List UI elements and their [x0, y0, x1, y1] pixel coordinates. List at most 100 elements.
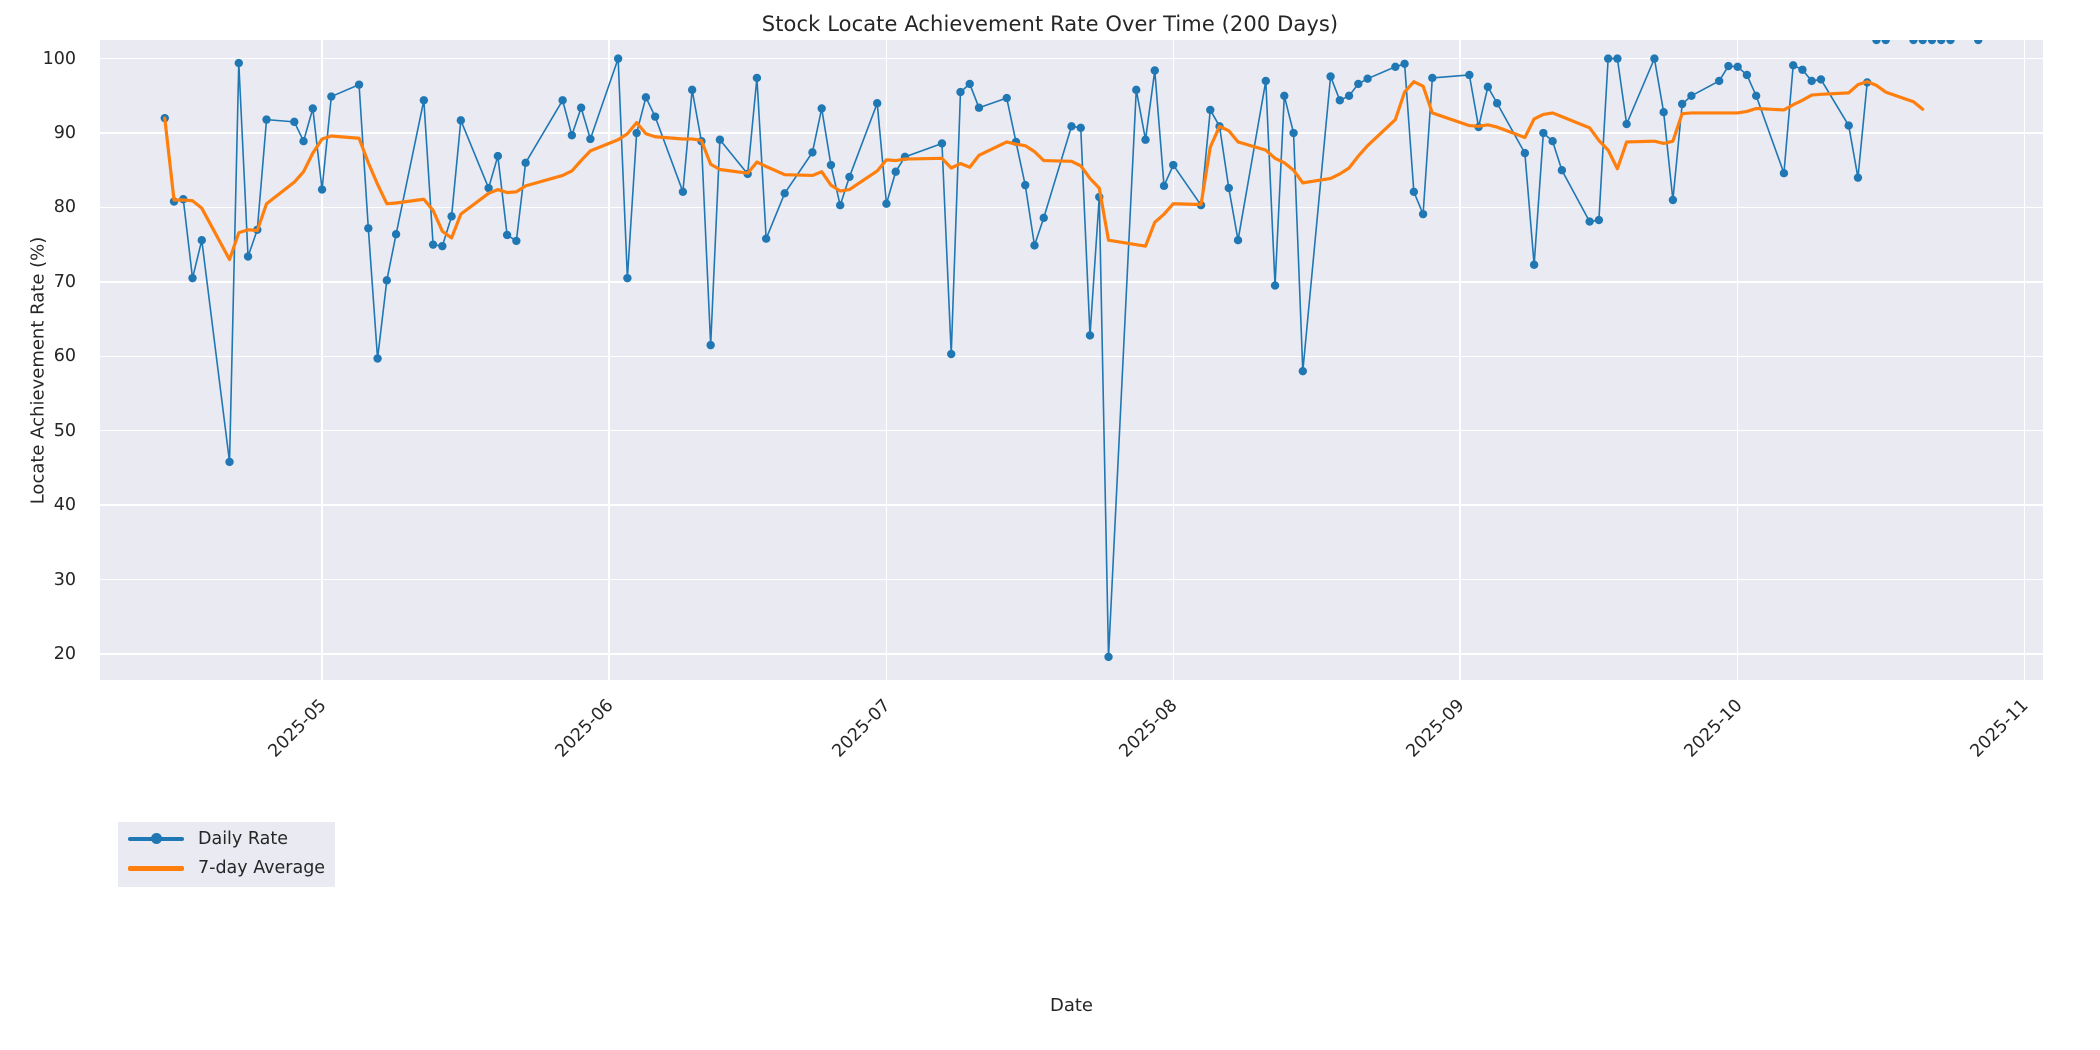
grid-layer: [100, 40, 2043, 680]
data-point: [1261, 76, 1271, 86]
data-point: [1159, 181, 1169, 191]
data-point: [1557, 166, 1567, 175]
data-point: [1751, 91, 1761, 101]
data-point: [1881, 40, 1890, 45]
data-point: [521, 158, 530, 167]
data-point: [1067, 122, 1076, 131]
data-point: [299, 137, 308, 146]
data-point: [1391, 62, 1400, 71]
data-point: [632, 128, 641, 138]
data-point: [1400, 59, 1409, 69]
gridline-vertical: [1459, 40, 1461, 680]
x-axis-tick-2025-05: 2025-05: [264, 695, 331, 762]
data-point: [1326, 72, 1335, 81]
data-point: [188, 273, 197, 283]
series-line-daily-rate: [163, 57, 1868, 658]
data-point: [1039, 213, 1048, 223]
x-axis-tick-2025-10: 2025-10: [1680, 695, 1747, 762]
data-point: [1002, 93, 1011, 103]
data-point: [1335, 96, 1345, 105]
data-point: [882, 199, 891, 208]
y-axis-tick-80: 80: [53, 197, 76, 218]
data-point: [317, 185, 327, 194]
data-point: [1974, 40, 1983, 45]
data-point: [1622, 119, 1631, 129]
data-point: [1733, 62, 1742, 71]
legend-item-7-day-average[interactable]: 7-day Average: [128, 857, 325, 879]
data-point: [364, 224, 373, 233]
gridline-vertical: [2023, 40, 2026, 680]
legend-item-daily-rate[interactable]: Daily Rate: [128, 828, 325, 850]
data-point: [1354, 79, 1363, 89]
data-point: [558, 96, 567, 105]
data-point: [1594, 215, 1604, 225]
y-axis-tick-70: 70: [53, 271, 76, 292]
data-point: [937, 139, 947, 148]
data-point: [1298, 366, 1308, 376]
data-point: [1492, 99, 1502, 108]
data-point: [687, 85, 697, 95]
data-point: [1520, 148, 1530, 158]
plot-area: [100, 40, 2043, 680]
gridline-horizontal: [100, 653, 2043, 655]
data-layer: [100, 40, 2043, 680]
data-point: [1141, 135, 1150, 144]
y-axis-tick-90: 90: [53, 123, 76, 144]
data-point: [1104, 652, 1113, 662]
data-point: [1918, 40, 1927, 45]
gridline-horizontal: [100, 504, 2043, 506]
data-point: [327, 92, 336, 101]
data-point: [1132, 85, 1141, 95]
data-point: [974, 103, 984, 112]
x-axis-label: Date: [1049, 995, 1094, 1016]
data-point: [1937, 40, 1946, 45]
data-point: [752, 73, 762, 83]
chart-title: Stock Locate Achievement Rate Over Time …: [761, 12, 1339, 36]
x-axis-tick-labels: 2025-05 2025-06 2025-07 2025-08 2025-09 2025-…: [100, 680, 2043, 800]
data-point: [1409, 187, 1419, 197]
data-point: [1853, 173, 1863, 182]
data-point: [438, 241, 447, 251]
data-point: [354, 80, 364, 89]
data-point: [1714, 76, 1724, 86]
data-point: [225, 457, 234, 467]
x-axis-tick-2025-07: 2025-07: [829, 695, 895, 762]
data-point: [1927, 40, 1937, 45]
data-point: [373, 354, 382, 363]
data-point: [808, 148, 817, 157]
data-point: [1816, 75, 1826, 84]
data-point: [234, 58, 243, 68]
gridline-horizontal: [100, 430, 2043, 432]
data-point: [447, 212, 456, 221]
data-point: [382, 276, 392, 285]
gridline-horizontal: [100, 578, 2043, 581]
data-point: [1779, 169, 1789, 178]
data-point: [1724, 61, 1733, 71]
data-point: [891, 167, 900, 176]
data-point: [1280, 91, 1289, 101]
data-point: [1687, 91, 1696, 101]
y-axis-tick-30: 30: [53, 569, 76, 590]
series-svg: [160, 40, 1983, 662]
data-point: [826, 160, 836, 170]
data-point: [1585, 217, 1594, 226]
y-axis-tick-labels: 20 30 40 50 60 70 80 90 100: [0, 40, 88, 680]
data-point: [1483, 82, 1493, 92]
legend-label: Daily Rate: [198, 829, 288, 849]
data-point: [1233, 235, 1243, 245]
data-point: [1224, 183, 1233, 193]
data-point: [1659, 107, 1668, 117]
data-point: [1668, 195, 1678, 205]
series-line-7-day-average: [163, 80, 1925, 262]
data-point: [1872, 40, 1881, 45]
data-point: [1206, 105, 1215, 115]
data-point: [1021, 180, 1030, 190]
y-axis-tick-40: 40: [53, 495, 76, 516]
data-point: [1270, 281, 1280, 290]
legend-label: 7-day Average: [198, 858, 326, 878]
data-point: [956, 87, 965, 97]
data-point: [845, 172, 854, 182]
data-point: [419, 96, 429, 105]
data-point: [567, 131, 577, 140]
